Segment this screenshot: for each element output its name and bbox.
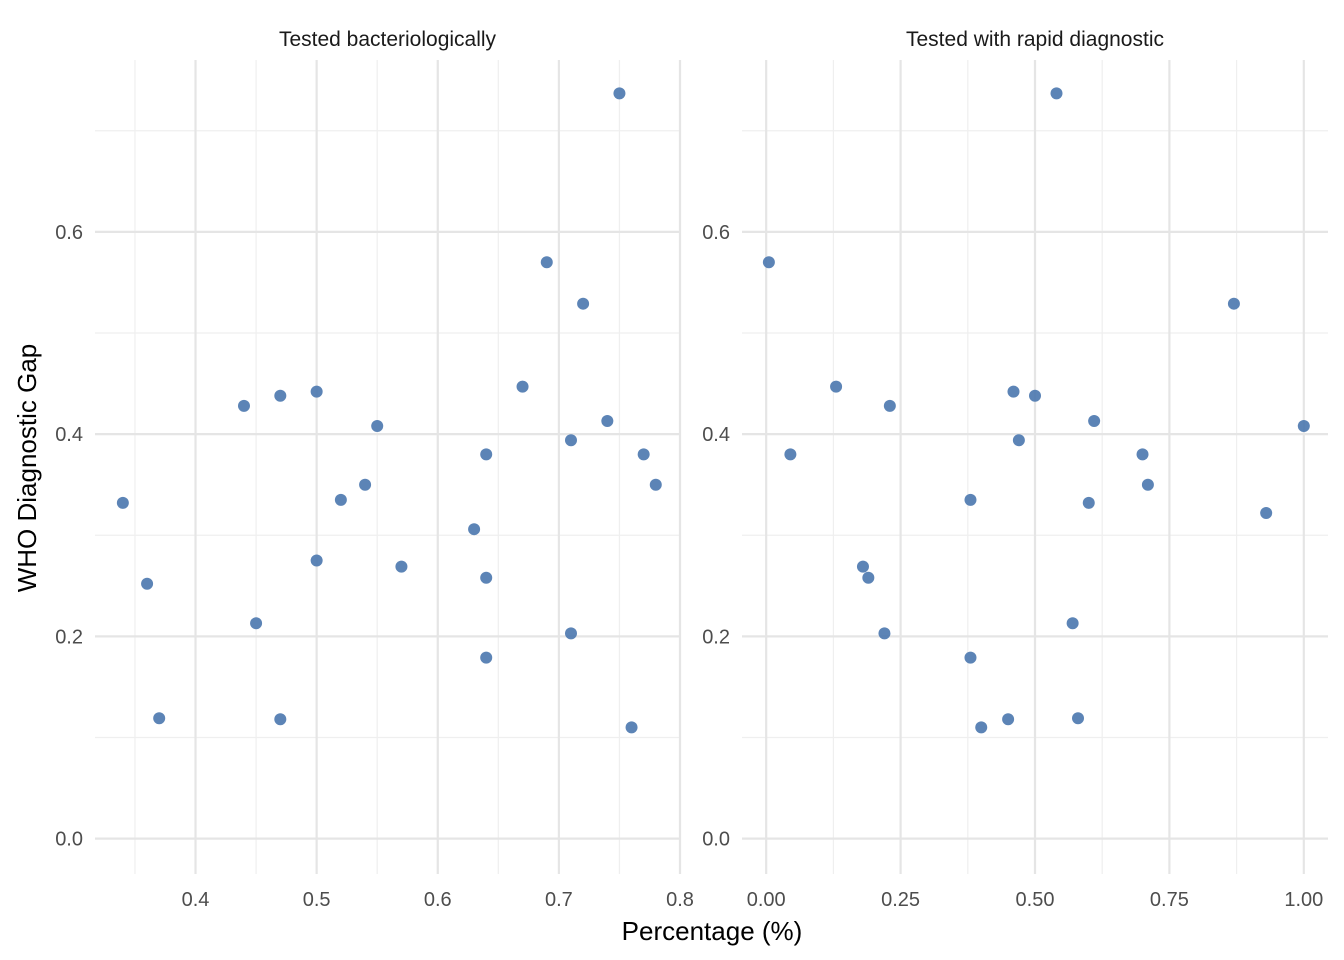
x-tick-label: 0.8	[666, 889, 694, 911]
data-point	[762, 256, 775, 269]
facet-panel-2: Tested with rapid diagnostic 0.00 0.25 0.50…	[702, 28, 1328, 911]
data-point	[334, 493, 347, 506]
data-point	[649, 478, 662, 491]
y-tick-label: 0.2	[702, 626, 730, 648]
data-point	[310, 385, 323, 398]
data-point	[153, 712, 166, 725]
data-point	[564, 434, 577, 447]
data-point	[878, 627, 891, 640]
y-tick-label: 0.2	[55, 626, 83, 648]
data-point	[975, 721, 988, 734]
x-tick-label: 1.00	[1284, 889, 1323, 911]
data-point	[1050, 87, 1063, 100]
y-tick-label: 0.0	[55, 829, 83, 851]
data-point	[637, 448, 650, 461]
data-point	[964, 651, 977, 664]
data-point	[141, 577, 154, 590]
data-point	[116, 496, 129, 509]
facet-title: Tested with rapid diagnostic	[906, 28, 1164, 51]
x-axis-title: Percentage (%)	[622, 916, 803, 946]
data-point	[964, 493, 977, 506]
data-point	[1297, 420, 1310, 433]
data-point	[625, 721, 638, 734]
data-point	[274, 389, 287, 402]
data-point	[468, 523, 481, 536]
data-point	[784, 448, 797, 461]
data-point	[480, 571, 493, 584]
x-tick-label: 0.5	[303, 889, 331, 911]
x-tick-label: 0.75	[1150, 889, 1189, 911]
data-point	[250, 617, 263, 630]
data-point	[395, 560, 408, 573]
y-tick-label: 0.6	[702, 222, 730, 244]
data-point	[516, 380, 529, 393]
y-tick-label: 0.4	[702, 424, 730, 446]
data-point	[830, 380, 843, 393]
data-point	[237, 399, 250, 412]
data-point	[1007, 385, 1020, 398]
x-tick-label: 0.4	[182, 889, 210, 911]
data-point	[1082, 496, 1095, 509]
data-point	[577, 297, 590, 310]
data-point	[540, 256, 553, 269]
data-point	[480, 651, 493, 664]
x-tick-label: 0.7	[545, 889, 573, 911]
data-point	[1072, 712, 1085, 725]
data-point	[564, 627, 577, 640]
data-point	[1227, 297, 1240, 310]
data-point	[1012, 434, 1025, 447]
data-point	[1136, 448, 1149, 461]
x-tick-label: 0.00	[747, 889, 786, 911]
data-point	[1002, 713, 1015, 726]
data-point	[856, 560, 869, 573]
facet-panel-1: Tested bacteriologically 0.4 0.5 0.6 0.7 0.8 0…	[55, 28, 694, 911]
y-tick-label: 0.6	[55, 222, 83, 244]
data-point	[613, 87, 626, 100]
data-point	[601, 414, 614, 427]
data-point	[310, 554, 323, 567]
y-tick-label: 0.0	[702, 829, 730, 851]
data-point	[1066, 617, 1079, 630]
x-tick-label: 0.25	[881, 889, 920, 911]
data-point	[371, 420, 384, 433]
data-point	[1029, 389, 1041, 402]
data-point	[359, 478, 372, 491]
data-point	[480, 448, 493, 461]
data-point	[862, 571, 875, 584]
data-point	[1141, 478, 1154, 491]
x-tick-label: 0.50	[1016, 889, 1055, 911]
y-tick-label: 0.4	[55, 424, 83, 446]
x-tick-label: 0.6	[424, 889, 452, 911]
facet-panels: Tested bacteriologically 0.4 0.5 0.6 0.7 0.8 0…	[55, 28, 1328, 911]
data-point	[1260, 507, 1273, 520]
facet-title: Tested bacteriologically	[279, 28, 497, 51]
data-point	[274, 713, 287, 726]
data-point	[883, 399, 896, 412]
data-point	[1088, 414, 1101, 427]
y-axis-title: WHO Diagnostic Gap	[12, 344, 42, 593]
